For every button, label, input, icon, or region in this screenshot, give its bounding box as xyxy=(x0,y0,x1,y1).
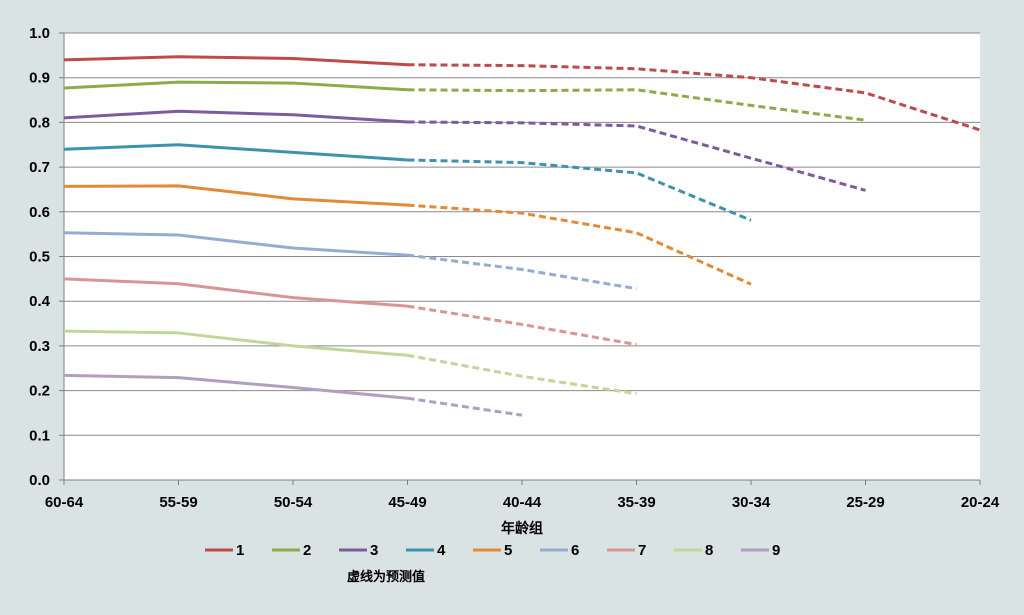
y-tick-labels: 0.0 0.1 0.2 0.3 0.4 0.5 0.6 0.7 0.8 0.9 1.0 xyxy=(29,25,51,489)
series-4-dashed-line xyxy=(407,158,752,222)
series-7-solid-line xyxy=(63,277,408,308)
legend: 1 2 3 4 5 6 7 8 9 xyxy=(205,542,780,559)
axes xyxy=(63,33,980,481)
series-1-solid-line xyxy=(63,55,408,67)
y-tick-label: 0.9 xyxy=(29,70,50,87)
legend-note: 虚线为预测值 xyxy=(347,569,425,585)
x-tick-labels: 60-64 55-59 50-54 45-49 40-44 35-39 30-34 25-29… xyxy=(45,494,1000,511)
y-tick-label: 1.0 xyxy=(29,25,50,42)
x-tick-label: 35-39 xyxy=(617,494,655,511)
x-tick-label: 45-49 xyxy=(388,494,426,511)
series-3-dashed-line xyxy=(407,120,866,192)
legend-label-9: 9 xyxy=(772,542,780,559)
series-7-dashed-line xyxy=(407,304,637,347)
x-tick-label: 60-64 xyxy=(45,494,84,511)
series-5-solid-line xyxy=(63,184,408,207)
x-tick-label: 20-24 xyxy=(961,494,1000,511)
series-9-solid-line xyxy=(63,373,408,400)
x-tick-label: 55-59 xyxy=(159,494,197,511)
x-tick-label: 30-34 xyxy=(732,494,771,511)
series-8-dashed-line xyxy=(407,353,637,396)
legend-label-1: 1 xyxy=(236,542,244,559)
series-4-solid-line xyxy=(63,143,408,162)
y-tick-label: 0.6 xyxy=(29,204,50,221)
legend-label-3: 3 xyxy=(370,542,378,559)
series-2-solid-line xyxy=(63,80,408,92)
legend-label-8: 8 xyxy=(705,542,713,559)
x-tick-label: 40-44 xyxy=(503,494,542,511)
series-1-dashed-line xyxy=(407,63,981,132)
y-tick-label: 0.3 xyxy=(29,338,50,355)
series-3-solid-line xyxy=(63,109,408,124)
gridlines xyxy=(59,32,981,485)
x-tick-label: 50-54 xyxy=(274,494,313,511)
y-tick-label: 0.4 xyxy=(29,293,51,310)
series-6-dashed-line xyxy=(407,253,637,291)
x-axis-title: 年龄组 xyxy=(501,520,543,537)
y-tick-label: 0.2 xyxy=(29,383,50,400)
series-5-dashed-line xyxy=(407,203,752,286)
legend-label-2: 2 xyxy=(303,542,311,559)
legend-label-7: 7 xyxy=(638,542,646,559)
y-tick-label: 0.7 xyxy=(29,159,50,176)
legend-label-4: 4 xyxy=(437,542,446,559)
x-tick-label: 25-29 xyxy=(846,494,884,511)
y-tick-label: 0.8 xyxy=(29,114,50,131)
y-tick-label: 0.1 xyxy=(29,427,50,444)
legend-label-6: 6 xyxy=(571,542,579,559)
y-tick-label: 0.5 xyxy=(29,249,50,266)
series-8-solid-line xyxy=(63,329,408,357)
series-6-solid-line xyxy=(63,231,408,257)
series-lines xyxy=(63,55,981,417)
y-tick-label: 0.0 xyxy=(29,472,50,489)
legend-label-5: 5 xyxy=(504,542,512,559)
series-9-dashed-line xyxy=(407,396,523,417)
